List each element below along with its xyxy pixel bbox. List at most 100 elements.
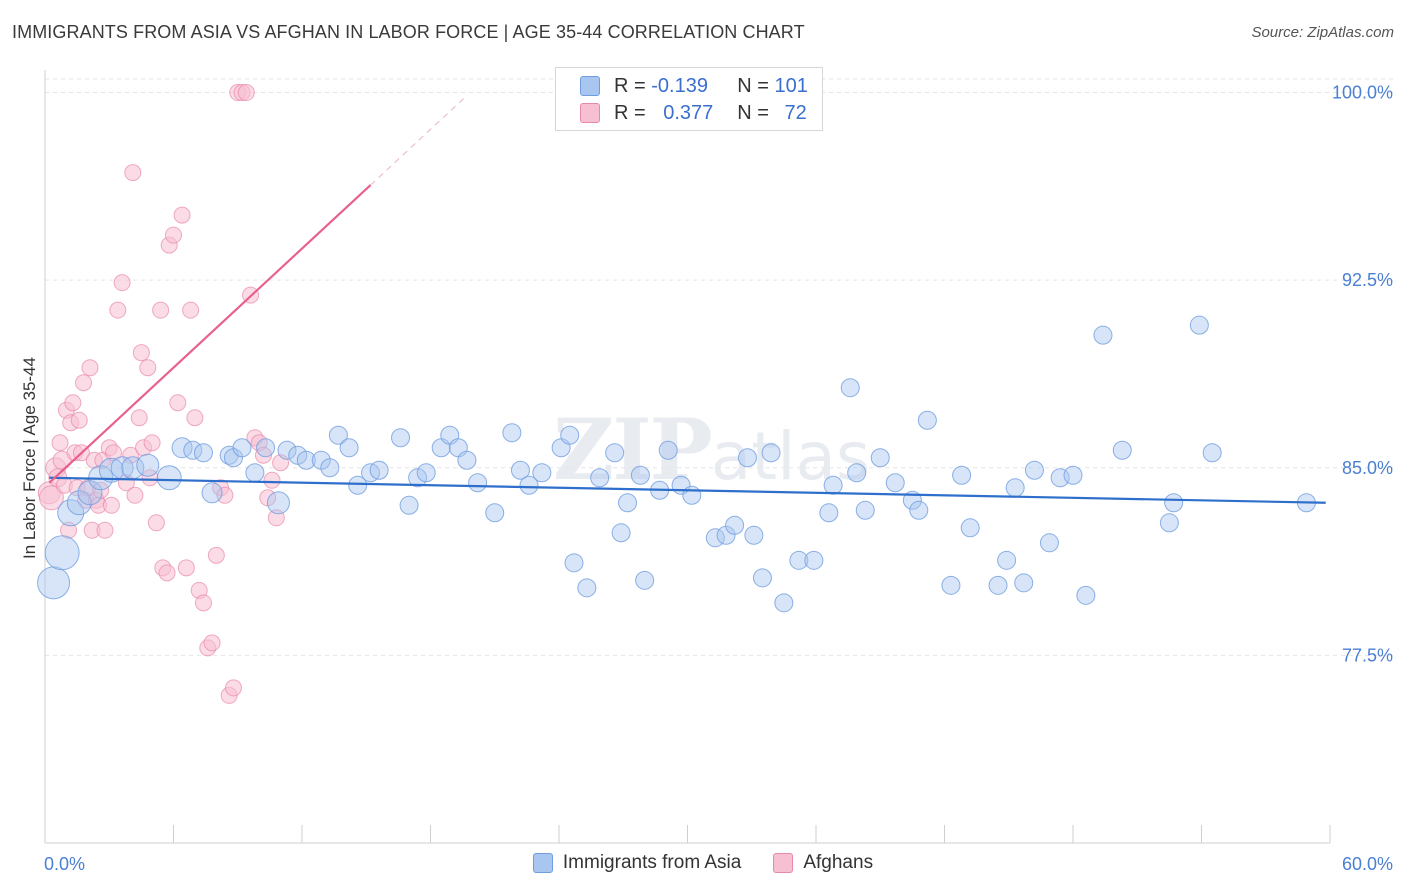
legend-r-label: R = [614,74,652,97]
afghan-point [102,496,120,514]
asia-point [245,463,265,483]
trend-lines [48,97,1326,504]
afghan-point [96,521,114,539]
asia-point [44,535,80,571]
afghan-point [60,521,78,539]
watermark-zip: ZIP [553,400,713,499]
afghan-point [124,164,142,182]
afghan-points [37,84,290,704]
asia-point [774,593,794,613]
x-tick-label: 0.0% [44,854,85,874]
asia-point [502,423,522,443]
afghan-point [207,546,225,564]
asia-point [960,518,980,538]
x-tick-label: 60.0% [1342,854,1393,874]
asia-point [277,440,297,460]
afghan-point [130,409,148,427]
asia-point [997,550,1017,570]
legend-row-asia: R = -0.139 N = 101 [580,74,808,98]
legend-swatch-asia [580,76,600,96]
chart-source: Source: ZipAtlas.com [1251,24,1394,41]
afghan-point [132,344,150,362]
afghan-point [177,559,195,577]
asia-point [193,443,213,463]
asia-point [1093,325,1113,345]
asia-point [57,499,85,527]
legend: R = -0.139 N = 101 R = 0.377 N = 72 [555,67,823,131]
asia-point [416,463,436,483]
afghan-point [122,446,140,464]
afghan-point [216,486,234,504]
asia-point [618,493,638,513]
asia-point [611,523,631,543]
afghan-point [75,374,93,392]
afghan-point [237,84,255,102]
bottom-legend: Immigrants from Asia Afghans [0,852,1406,874]
asia-trend-line [49,476,1326,504]
asia-point [348,475,368,495]
asia-point [485,503,505,523]
afghan-trend-extension [370,97,466,186]
asia-point [1202,443,1222,463]
afghan-point [81,359,99,377]
legend-n-label: N = [737,101,775,124]
asia-point [682,485,702,505]
asia-point [232,438,252,458]
bottom-legend-swatch-afghan [773,853,794,873]
y-axis-label: In Labor Force | Age 35-44 [20,357,39,559]
legend-r-value: -0.139 [651,74,708,97]
afghan-point [203,634,221,652]
tick-labels: 77.5% 85.0% 92.5% 100.0% 0.0% 60.0% [44,83,1393,874]
asia-point [1159,513,1179,533]
asia-point [66,490,92,516]
asia-point [847,463,867,483]
afghan-trend-line [48,184,372,484]
y-tick-label: 100.0% [1332,83,1393,103]
asia-point [630,465,650,485]
asia-point [1005,478,1025,498]
afghan-point [109,301,127,319]
asia-point [1164,493,1184,513]
asia-point [468,473,488,493]
afghan-point [147,514,165,532]
asia-point [201,482,223,504]
asia-point [885,473,905,493]
afghan-point [224,679,242,697]
legend-n-label: N = [737,74,775,97]
afghan-point [173,206,191,224]
asia-point [296,450,316,470]
asia-point [804,550,824,570]
asia-point [457,450,477,470]
afghan-point [126,486,144,504]
legend-n-value: 101 [774,74,808,97]
asia-point [605,443,625,463]
afghan-point [141,469,159,487]
grid-lines [45,78,1395,656]
afghan-point [158,564,176,582]
asia-point [519,475,539,495]
afghan-point [38,485,64,511]
afghan-point [139,359,157,377]
asia-point [77,480,103,506]
y-tick-label: 77.5% [1342,645,1393,665]
asia-point [320,458,340,478]
asia-point [156,465,182,491]
asia-point [136,453,160,477]
asia-point [725,515,745,535]
asia-point [328,425,348,445]
legend-n-value: 72 [784,101,807,124]
asia-point [909,500,929,520]
bottom-legend-label-asia: Immigrants from Asia [562,852,742,873]
asia-point [789,550,809,570]
afghan-point [186,409,204,427]
afghan-point [143,434,161,452]
y-tick-label: 92.5% [1342,270,1393,290]
afghan-point [165,226,182,244]
afghan-point [182,301,200,319]
asia-point [1112,440,1132,460]
asia-point [917,410,937,430]
y-tick-label: 85.0% [1342,458,1393,478]
asia-point [369,460,389,480]
afghan-point [70,411,88,429]
afghan-point [169,394,187,412]
